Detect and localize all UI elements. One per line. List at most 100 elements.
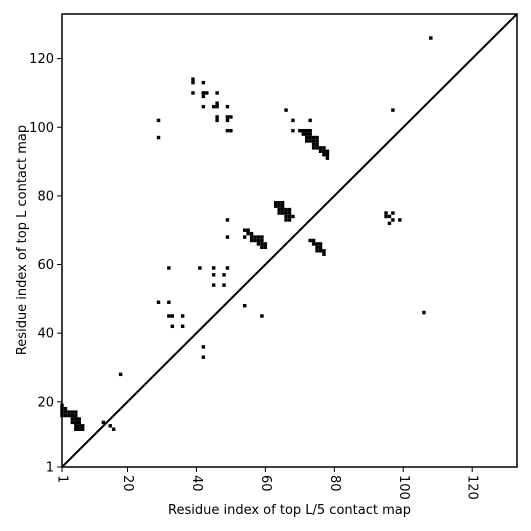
contact-point bbox=[80, 424, 85, 428]
x-tick-label: 20 bbox=[120, 475, 135, 492]
contact-point bbox=[273, 204, 278, 208]
contact-point bbox=[201, 80, 206, 85]
contact-point bbox=[422, 310, 426, 315]
contact-point bbox=[111, 427, 116, 431]
x-tick-label: 1 bbox=[55, 475, 70, 483]
contact-point bbox=[225, 266, 230, 270]
contact-point bbox=[201, 104, 206, 109]
contact-point bbox=[391, 211, 395, 215]
contact-point bbox=[280, 204, 285, 208]
contact-point bbox=[170, 324, 175, 329]
contact-point bbox=[211, 273, 216, 277]
contact-point bbox=[242, 235, 247, 239]
contact-point bbox=[260, 242, 264, 246]
contact-point bbox=[191, 80, 195, 85]
contact-point bbox=[284, 108, 288, 112]
contact-point bbox=[77, 420, 81, 425]
contact-point bbox=[242, 303, 247, 308]
contact-point bbox=[263, 245, 268, 250]
contact-point bbox=[318, 245, 323, 250]
contact-point bbox=[201, 91, 206, 95]
contact-point bbox=[108, 424, 112, 428]
contact-point bbox=[249, 238, 254, 243]
contact-point bbox=[211, 266, 216, 270]
x-tick-label: 40 bbox=[189, 475, 204, 492]
contact-point bbox=[277, 207, 281, 212]
contact-point bbox=[201, 94, 206, 99]
contact-point bbox=[156, 118, 161, 123]
contact-point bbox=[322, 146, 326, 150]
contact-point bbox=[70, 420, 75, 425]
contact-point bbox=[74, 427, 78, 431]
contact-point bbox=[308, 128, 312, 133]
contact-point bbox=[167, 300, 171, 304]
contact-point bbox=[225, 115, 230, 119]
contact-point bbox=[387, 214, 392, 219]
contact-point bbox=[325, 149, 330, 153]
x-tick-label: 80 bbox=[327, 475, 342, 492]
contact-point bbox=[156, 135, 161, 140]
contact-point bbox=[384, 211, 388, 215]
contact-point bbox=[225, 104, 230, 109]
contact-point bbox=[253, 238, 257, 243]
contact-point bbox=[249, 235, 254, 239]
contact-point bbox=[205, 91, 209, 95]
contact-point bbox=[211, 104, 216, 109]
contact-point bbox=[170, 314, 175, 318]
x-tick-label: 60 bbox=[258, 475, 273, 492]
contact-point bbox=[277, 204, 281, 208]
contact-point bbox=[287, 214, 292, 219]
contact-point bbox=[242, 228, 247, 232]
contact-point bbox=[322, 149, 326, 153]
contact-point bbox=[318, 242, 323, 246]
contact-point bbox=[260, 235, 264, 239]
contact-point bbox=[429, 36, 433, 40]
contact-point bbox=[74, 420, 78, 425]
contact-point bbox=[191, 91, 195, 95]
y-tick-label: 100 bbox=[29, 121, 54, 136]
contact-point bbox=[284, 218, 288, 222]
contact-point bbox=[284, 207, 288, 212]
contact-point bbox=[391, 218, 395, 222]
contact-point bbox=[280, 207, 285, 212]
contact-point bbox=[180, 314, 185, 318]
contact-point bbox=[256, 242, 261, 246]
contact-point bbox=[225, 118, 230, 123]
contact-point bbox=[311, 139, 316, 143]
contact-point bbox=[315, 142, 319, 147]
contact-point bbox=[249, 231, 254, 236]
contact-point bbox=[222, 283, 226, 287]
contact-point bbox=[398, 218, 402, 222]
contact-point bbox=[167, 266, 171, 270]
contact-point bbox=[198, 266, 202, 270]
contact-point bbox=[211, 283, 216, 287]
contact-point bbox=[70, 417, 75, 421]
plot-frame bbox=[61, 13, 518, 468]
contact-point bbox=[246, 231, 250, 236]
x-axis-title: Residue index of top L/5 contact map bbox=[168, 503, 411, 518]
contact-point bbox=[301, 132, 306, 136]
y-axis-title: Residue index of top L contact map bbox=[15, 125, 30, 355]
contact-point bbox=[315, 245, 319, 250]
contact-point bbox=[229, 115, 233, 119]
contact-point bbox=[101, 420, 106, 425]
contact-point bbox=[215, 104, 219, 109]
contact-point bbox=[277, 201, 281, 205]
contact-point bbox=[322, 252, 326, 256]
contact-point bbox=[305, 128, 309, 133]
contact-point bbox=[74, 417, 78, 421]
contact-point bbox=[201, 355, 206, 359]
contact-point bbox=[63, 410, 68, 414]
contact-point bbox=[229, 128, 233, 133]
contact-point bbox=[222, 273, 226, 277]
contact-point bbox=[311, 242, 316, 246]
contact-point bbox=[63, 406, 68, 411]
contact-point bbox=[311, 146, 316, 150]
contact-point bbox=[225, 128, 230, 133]
contact-point bbox=[67, 413, 71, 418]
contact-point bbox=[315, 249, 319, 253]
y-tick-label: 20 bbox=[37, 395, 54, 410]
contact-point bbox=[263, 242, 268, 246]
x-tick-label: 100 bbox=[396, 475, 411, 500]
